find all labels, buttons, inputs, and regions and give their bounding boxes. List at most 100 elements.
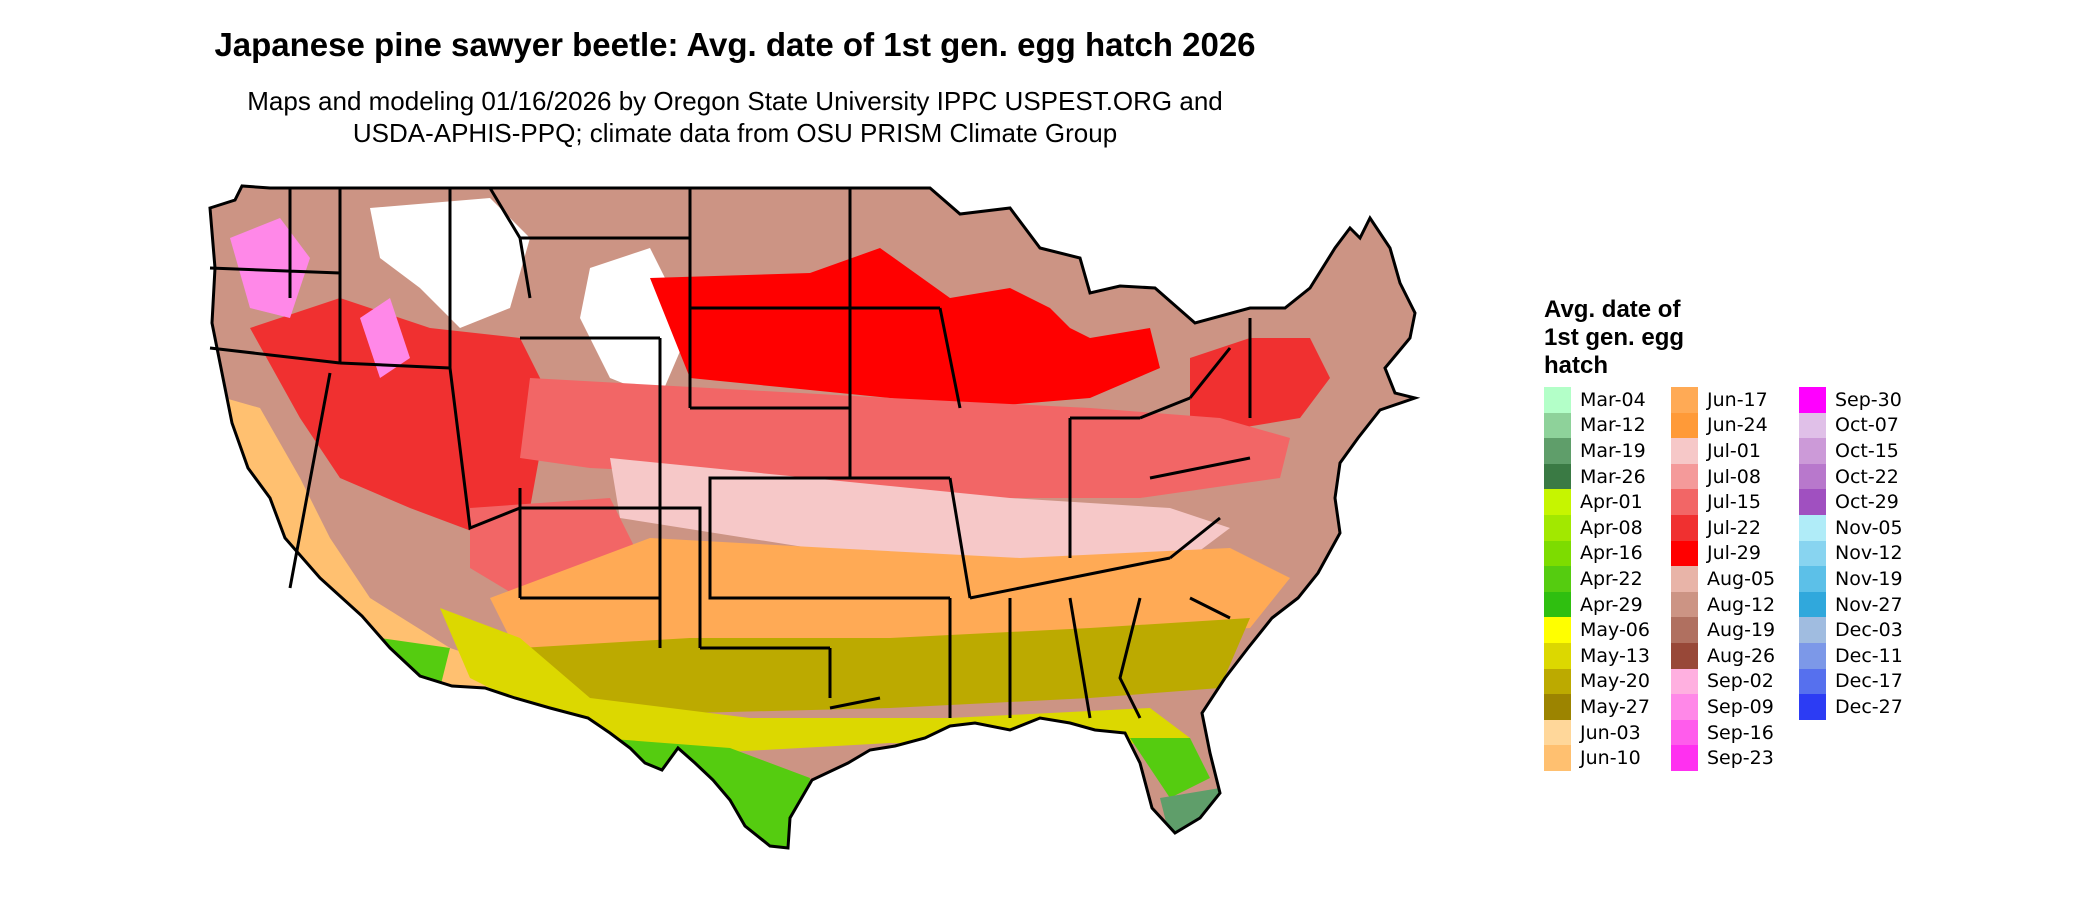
legend-item: Sep-30 bbox=[1799, 387, 1929, 413]
legend-swatch bbox=[1671, 387, 1698, 413]
legend-item: May-20 bbox=[1544, 668, 1674, 695]
legend-swatch bbox=[1544, 643, 1571, 669]
legend-label: Sep-09 bbox=[1707, 695, 1774, 718]
legend-item: Dec-11 bbox=[1799, 643, 1929, 669]
legend-item: Mar-26 bbox=[1544, 463, 1674, 490]
zone-florida-green bbox=[1160, 788, 1230, 848]
legend-swatch bbox=[1671, 694, 1698, 720]
legend-item: Apr-01 bbox=[1544, 489, 1674, 515]
legend-item: Jul-22 bbox=[1671, 515, 1801, 541]
legend-label: Aug-12 bbox=[1707, 593, 1776, 616]
legend-item: Oct-29 bbox=[1799, 489, 1929, 515]
legend-title-line-1: Avg. date of bbox=[1544, 296, 1681, 323]
legend-label: May-27 bbox=[1580, 695, 1650, 718]
legend-swatch bbox=[1544, 668, 1571, 695]
legend-swatch bbox=[1671, 489, 1698, 515]
legend-item: Sep-09 bbox=[1671, 694, 1801, 720]
legend-item: Apr-16 bbox=[1544, 540, 1674, 567]
legend-label: Jul-01 bbox=[1707, 439, 1761, 462]
legend-label: Nov-05 bbox=[1835, 516, 1903, 539]
legend-label: Apr-16 bbox=[1580, 542, 1643, 565]
legend-swatch bbox=[1799, 643, 1826, 669]
legend-swatch bbox=[1671, 745, 1698, 771]
legend-swatch bbox=[1544, 719, 1571, 746]
map-fill-layer bbox=[210, 186, 1415, 848]
legend-label: Jul-15 bbox=[1707, 491, 1761, 514]
legend-item: Sep-02 bbox=[1671, 668, 1801, 695]
legend-swatch bbox=[1671, 643, 1698, 669]
legend-item: Oct-07 bbox=[1799, 412, 1929, 439]
legend-item: May-06 bbox=[1544, 617, 1674, 643]
legend-swatch bbox=[1671, 412, 1698, 439]
legend-swatch bbox=[1671, 515, 1698, 541]
legend-item: Jun-24 bbox=[1671, 412, 1801, 439]
legend-item: Nov-05 bbox=[1799, 515, 1929, 541]
legend-swatch bbox=[1544, 540, 1571, 567]
legend-item: Dec-03 bbox=[1799, 617, 1929, 643]
legend-label: Aug-05 bbox=[1707, 567, 1776, 590]
legend-label: Nov-27 bbox=[1835, 593, 1903, 616]
legend-label: Mar-19 bbox=[1580, 439, 1646, 462]
legend-item: Nov-12 bbox=[1799, 540, 1929, 567]
zone-west-red bbox=[250, 298, 550, 538]
legend-swatch bbox=[1799, 540, 1826, 567]
zone-northeast-red bbox=[1190, 338, 1330, 428]
legend-label: Dec-03 bbox=[1835, 619, 1903, 642]
legend-item: Sep-23 bbox=[1671, 745, 1801, 771]
legend-swatch bbox=[1799, 438, 1826, 464]
zone-upper-midwest-red bbox=[650, 248, 1160, 408]
legend-item: Dec-17 bbox=[1799, 668, 1929, 695]
legend-item: Aug-26 bbox=[1671, 643, 1801, 669]
zone-northwest-magenta bbox=[230, 218, 730, 498]
legend-label: Sep-23 bbox=[1707, 747, 1774, 770]
legend-label: Aug-26 bbox=[1707, 644, 1776, 667]
legend-item: Aug-05 bbox=[1671, 566, 1801, 592]
legend-item: Jun-10 bbox=[1544, 745, 1674, 771]
legend-swatch bbox=[1799, 668, 1826, 695]
legend-swatch bbox=[1799, 515, 1826, 541]
legend-swatch bbox=[1544, 694, 1571, 720]
legend-swatch bbox=[1671, 591, 1698, 618]
legend-swatch bbox=[1799, 387, 1826, 413]
legend-item: May-13 bbox=[1544, 643, 1674, 669]
subtitle-line-1: Maps and modeling 01/16/2026 by Oregon S… bbox=[247, 86, 1223, 116]
legend-swatch bbox=[1544, 617, 1571, 643]
legend-label: Mar-26 bbox=[1580, 465, 1646, 488]
zone-deep-south-olive bbox=[520, 618, 1250, 713]
legend-label: Dec-17 bbox=[1835, 670, 1903, 693]
legend-label: Jun-24 bbox=[1707, 414, 1768, 437]
legend-label: Jun-03 bbox=[1580, 721, 1641, 744]
legend-label: Oct-15 bbox=[1835, 439, 1899, 462]
legend-swatch bbox=[1671, 438, 1698, 464]
legend-label: Mar-04 bbox=[1580, 388, 1646, 411]
legend-item: Nov-27 bbox=[1799, 591, 1929, 618]
legend-label: Jun-17 bbox=[1707, 388, 1768, 411]
legend-item: Jun-03 bbox=[1544, 719, 1674, 746]
map-subtitle: Maps and modeling 01/16/2026 by Oregon S… bbox=[0, 85, 1470, 149]
legend-swatch bbox=[1544, 515, 1571, 541]
legend-label: Dec-27 bbox=[1835, 695, 1903, 718]
legend-label: Mar-12 bbox=[1580, 414, 1646, 437]
legend-item: Mar-12 bbox=[1544, 412, 1674, 439]
legend-label: Sep-16 bbox=[1707, 721, 1774, 744]
legend-title-line-2: 1st gen. egg bbox=[1544, 324, 1685, 351]
subtitle-line-2: USDA-APHIS-PPQ; climate data from OSU PR… bbox=[352, 118, 1118, 148]
legend-swatch bbox=[1799, 566, 1826, 592]
legend-label: Oct-29 bbox=[1835, 491, 1899, 514]
legend-label: Nov-12 bbox=[1835, 542, 1903, 565]
legend-item: Apr-29 bbox=[1544, 591, 1674, 618]
legend-swatch bbox=[1799, 694, 1826, 720]
legend-label: May-13 bbox=[1580, 644, 1650, 667]
zone-gulf-yellow bbox=[440, 608, 1190, 753]
legend-title-line-3: hatch bbox=[1544, 352, 1609, 379]
legend-label: Sep-30 bbox=[1835, 388, 1902, 411]
legend-label: Aug-19 bbox=[1707, 619, 1776, 642]
legend-label: Sep-02 bbox=[1707, 670, 1774, 693]
state-boundaries bbox=[208, 184, 1417, 850]
legend-item: Jul-08 bbox=[1671, 463, 1801, 490]
legend-label: Dec-11 bbox=[1835, 644, 1903, 667]
us-egg-hatch-map bbox=[208, 184, 1417, 850]
legend-label: May-20 bbox=[1580, 670, 1650, 693]
legend-swatch bbox=[1544, 412, 1571, 439]
legend-item: Aug-19 bbox=[1671, 617, 1801, 643]
